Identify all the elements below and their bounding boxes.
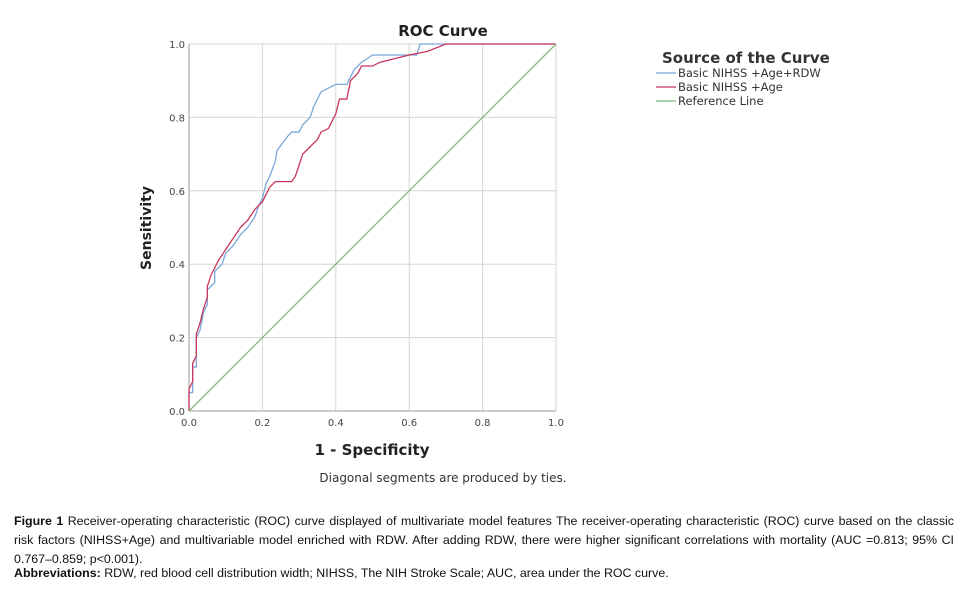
abbreviations: Abbreviations: RDW, red blood cell distr…: [14, 566, 669, 580]
y-tick-label: 0.2: [169, 334, 185, 345]
legend-entry: Reference Line: [678, 94, 764, 108]
chart-title: ROC Curve: [398, 22, 488, 40]
footnote: Diagonal segments are produced by ties.: [319, 471, 566, 485]
figure-caption: Figure 1 Receiver-operating characterist…: [14, 512, 954, 569]
series-line: [188, 43, 556, 411]
legend-entry: Basic NIHSS +Age: [678, 80, 783, 94]
series-line: [188, 43, 557, 412]
x-tick-label: 0.8: [475, 418, 491, 429]
roc-chart: ROC Curve 0.0 0.2 0.4 0.6 0.8 1.0 0.0 0.2 0.4 0.6…: [139, 22, 830, 485]
x-tick-label: 0.6: [401, 418, 417, 429]
caption-text: Receiver-operating characteristic (ROC) …: [14, 514, 954, 566]
y-tick-label: 0.8: [169, 113, 185, 124]
legend-entry: Basic NIHSS +Age+RDW: [678, 66, 821, 80]
y-tick-label: 0.0: [169, 407, 185, 418]
abbr-text: RDW, red blood cell distribution width; …: [100, 566, 669, 580]
legend-title: Source of the Curve: [662, 49, 830, 67]
caption-label: Figure 1: [14, 514, 64, 528]
x-tick-label: 0.0: [181, 418, 197, 429]
y-tick-label: 0.6: [169, 187, 185, 198]
x-axis-label: 1 - Specificity: [315, 441, 430, 459]
x-tick-label: 1.0: [548, 418, 564, 429]
abbr-label: Abbreviations:: [14, 566, 101, 580]
y-tick-label: 0.4: [169, 260, 185, 271]
y-tick-label: 1.0: [169, 40, 185, 51]
y-axis-label: Sensitivity: [139, 186, 155, 270]
ticks: 0.0 0.2 0.4 0.6 0.8 1.0 0.0 0.2 0.4 0.6 0.8 1.0: [169, 40, 564, 429]
x-tick-label: 0.4: [328, 418, 344, 429]
series-line: [188, 43, 556, 411]
x-tick-label: 0.2: [254, 418, 270, 429]
series-lines: [188, 43, 557, 412]
